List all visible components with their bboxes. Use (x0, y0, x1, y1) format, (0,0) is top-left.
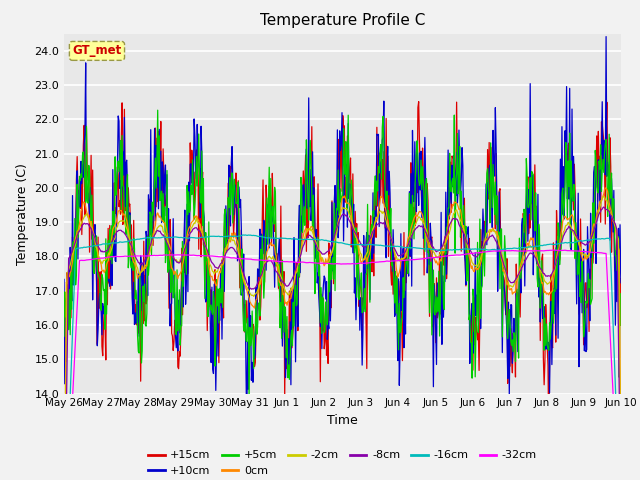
-2cm (127, 243, 135, 249)
+15cm (410, 204, 418, 210)
0cm (426, 246, 434, 252)
-16cm (70, 288, 78, 293)
-16cm (411, 245, 419, 251)
Y-axis label: Temperature (C): Temperature (C) (16, 163, 29, 264)
+10cm (411, 139, 419, 144)
-2cm (184, 235, 192, 240)
+15cm (428, 236, 435, 242)
+15cm (70, 254, 78, 260)
-32cm (426, 255, 434, 261)
-8cm (70, 243, 78, 249)
+15cm (184, 271, 192, 276)
+10cm (60, 276, 68, 282)
+10cm (602, 34, 610, 39)
+10cm (428, 236, 435, 242)
-32cm (410, 257, 418, 263)
-2cm (426, 243, 434, 249)
-2cm (214, 269, 221, 275)
+5cm (154, 108, 161, 113)
-8cm (127, 242, 135, 248)
+15cm (415, 99, 422, 105)
0cm (410, 215, 418, 221)
+5cm (412, 161, 419, 167)
+15cm (617, 305, 625, 311)
+15cm (214, 321, 221, 326)
Legend: +15cm, +10cm, +5cm, 0cm, -2cm, -8cm, -16cm, -32cm: +15cm, +10cm, +5cm, 0cm, -2cm, -8cm, -16… (143, 446, 541, 480)
+10cm (184, 289, 192, 295)
Line: -16cm: -16cm (64, 235, 621, 480)
Line: +5cm: +5cm (64, 110, 621, 400)
-32cm (127, 253, 135, 259)
-8cm (600, 204, 607, 210)
+5cm (214, 286, 222, 292)
-16cm (239, 232, 247, 238)
-32cm (184, 252, 192, 258)
+10cm (617, 280, 625, 286)
+5cm (428, 332, 436, 338)
+5cm (60, 334, 68, 339)
+15cm (545, 435, 552, 441)
-8cm (214, 265, 221, 271)
+5cm (617, 323, 625, 328)
-32cm (70, 365, 78, 371)
+15cm (127, 222, 135, 228)
0cm (214, 280, 221, 286)
-2cm (410, 226, 418, 231)
Line: 0cm: 0cm (64, 188, 621, 480)
0cm (70, 243, 78, 249)
+10cm (70, 259, 78, 264)
-8cm (184, 237, 192, 242)
Title: Temperature Profile C: Temperature Profile C (260, 13, 425, 28)
+5cm (70, 281, 78, 287)
+10cm (214, 298, 221, 304)
+5cm (245, 397, 253, 403)
-16cm (214, 234, 221, 240)
0cm (184, 228, 192, 234)
-16cm (428, 246, 435, 252)
-16cm (184, 236, 192, 241)
Line: +15cm: +15cm (64, 102, 621, 438)
Line: -2cm: -2cm (64, 196, 621, 480)
-8cm (426, 240, 434, 245)
-2cm (617, 477, 625, 480)
-2cm (70, 246, 78, 252)
-32cm (214, 253, 221, 259)
-2cm (600, 193, 607, 199)
+15cm (60, 318, 68, 324)
+10cm (243, 431, 251, 436)
+10cm (127, 255, 135, 261)
Line: -32cm: -32cm (64, 250, 621, 480)
0cm (127, 251, 135, 257)
X-axis label: Time: Time (327, 414, 358, 427)
+5cm (185, 189, 193, 195)
0cm (617, 456, 625, 462)
+5cm (127, 265, 135, 271)
0cm (602, 185, 609, 191)
-32cm (550, 247, 557, 253)
Line: -8cm: -8cm (64, 207, 621, 480)
Line: +10cm: +10cm (64, 36, 621, 433)
Text: GT_met: GT_met (72, 44, 122, 58)
-16cm (127, 237, 135, 243)
-8cm (410, 228, 418, 234)
